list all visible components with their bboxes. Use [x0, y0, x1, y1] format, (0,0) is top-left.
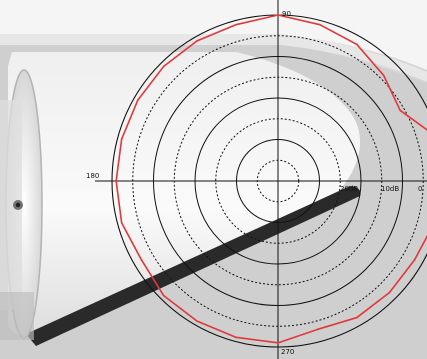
polar-axes: [95, 0, 427, 359]
series-point-0-2: [399, 109, 402, 112]
series-point-0-15: [162, 294, 165, 297]
angle-label-0: 0: [418, 185, 422, 193]
series-point-0-10: [136, 99, 139, 101]
series-point-0-22: [413, 258, 416, 261]
antenna-bottom-panel: [0, 292, 34, 340]
antenna-end-cap-panel: [0, 100, 22, 310]
antenna-housing-top-shadow: [0, 34, 427, 82]
angle-label-270: 270: [281, 348, 294, 356]
series-point-0-14: [140, 258, 143, 261]
series-point-0-19: [316, 328, 319, 331]
series-point-0-9: [162, 65, 165, 68]
radial-label-10db: 10dB: [381, 185, 399, 193]
radial-label-20db: 20dB: [340, 185, 358, 193]
series-point-0-20: [355, 316, 358, 319]
angle-label-90: 90: [282, 10, 291, 18]
antenna-mount-screw-inner: [15, 202, 21, 208]
antenna-tube: [8, 52, 361, 338]
polar-labels: 90 180 270 0 20dB 10dB: [86, 10, 422, 356]
series-point-0-17: [235, 336, 238, 339]
series-point-0-8: [196, 39, 198, 42]
angle-label-180: 180: [86, 172, 99, 180]
polar-series-layer: [115, 14, 427, 344]
series-point-0-5: [318, 23, 321, 26]
series-point-0-16: [196, 320, 198, 323]
series-point-0-7: [235, 23, 238, 26]
antenna-housing-body: [0, 0, 427, 70]
series-point-0-21: [388, 291, 391, 294]
series-point-0-3: [382, 74, 385, 77]
series-point-0-11: [120, 138, 123, 141]
antenna-tube-shadow: [26, 186, 361, 346]
series-point-0-12: [115, 180, 118, 182]
series-point-0-4: [355, 43, 358, 46]
series-point-0-6: [277, 14, 279, 16]
series-point-0-13: [120, 221, 123, 224]
series-point-0-18: [277, 341, 279, 344]
